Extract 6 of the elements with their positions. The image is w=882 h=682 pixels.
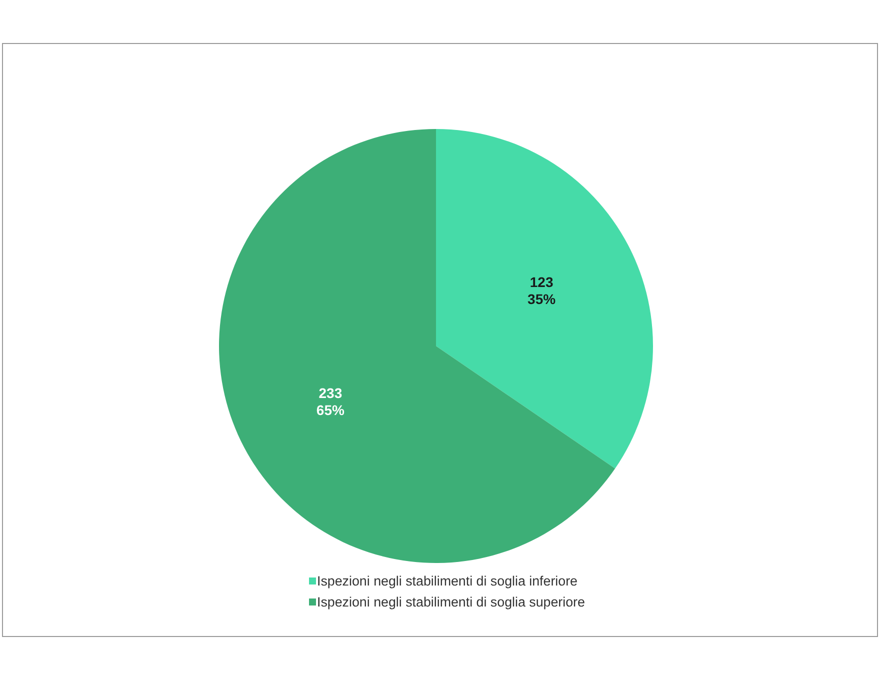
data-label: 123 35% bbox=[528, 274, 556, 307]
legend-label: Ispezioni negli stabilimenti di soglia superiore bbox=[317, 594, 585, 610]
pie-slice bbox=[219, 129, 616, 563]
data-label: 233 65% bbox=[316, 385, 345, 418]
pie-slice bbox=[436, 129, 653, 469]
legend-label: Ispezioni negli stabilimenti di soglia inferiore bbox=[317, 574, 578, 588]
